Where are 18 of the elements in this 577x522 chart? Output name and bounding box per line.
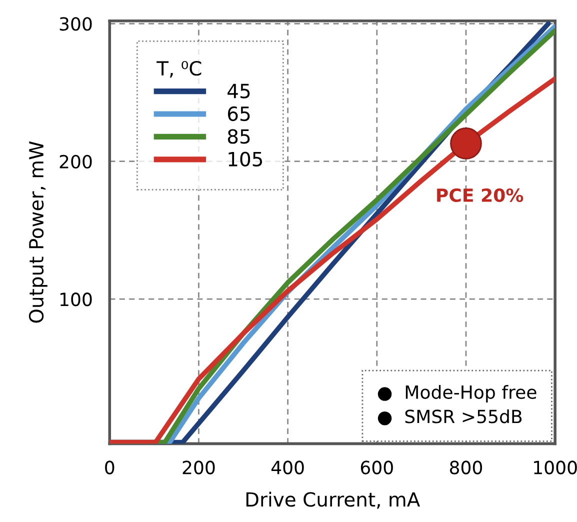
x-tick-label: 200 <box>182 460 215 474</box>
legend-label: 105 <box>228 152 262 166</box>
x-tick-label: 0 <box>105 460 114 474</box>
annotation: PCE 20% <box>437 188 524 202</box>
x-tick-label: 800 <box>450 460 482 474</box>
y-tick-label: 200 <box>60 154 92 168</box>
y-axis-title: Output Power, mW <box>28 141 48 323</box>
annotation: ● Mode-Hop free ● SMSR >55dB <box>378 384 536 426</box>
legend-title: T, ⁰C <box>156 60 202 78</box>
legend-label: 45 <box>228 84 250 98</box>
y-tick-label: 100 <box>60 292 92 306</box>
x-tick-label: 400 <box>271 460 304 474</box>
legend-label: 65 <box>228 106 250 122</box>
y-tick-label: 300 <box>60 17 92 31</box>
x-tick-label: 600 <box>360 460 393 474</box>
x-axis-title: Drive Current, mA <box>246 492 420 509</box>
x-tick-label: 1000 <box>534 460 577 474</box>
legend-label: 85 <box>228 129 250 144</box>
